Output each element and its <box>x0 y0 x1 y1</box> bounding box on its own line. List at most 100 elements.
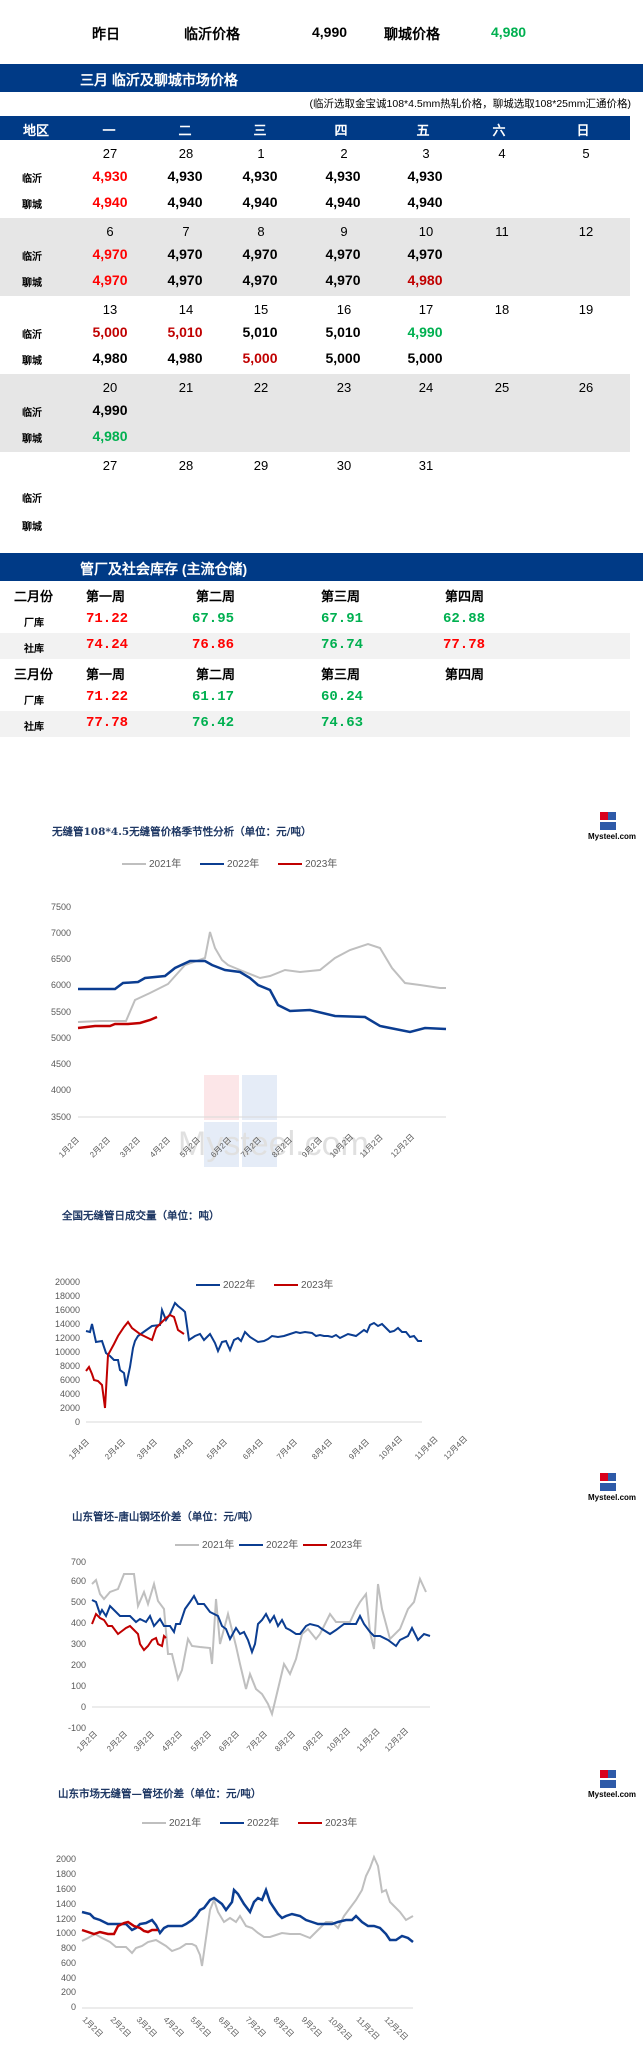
row-label-liaocheng: 聊城 <box>22 434 42 445</box>
price-cell: 4,970 <box>325 272 361 288</box>
svg-text:Mysteel.com: Mysteel.com <box>178 1125 369 1163</box>
svg-text:300: 300 <box>71 1639 86 1649</box>
mysteel-logo: Mysteel.com <box>588 812 636 841</box>
svg-text:11月4日: 11月4日 <box>413 1435 440 1460</box>
inventory-title-banner: 管厂及社会库存 (主流仓储) <box>0 553 643 581</box>
day: 16 <box>336 302 352 317</box>
calendar-week-3: 13 14 15 16 17 18 19 临沂 聊城 5,000 5,010 5… <box>0 296 630 374</box>
month-label: 三月份 <box>14 668 54 683</box>
header-fri: 五 <box>416 123 430 138</box>
inventory-value: 74.24 <box>86 637 129 653</box>
calendar-week-1: 27 28 1 2 3 4 5 临沂 聊城 4,930 4,930 4,930 … <box>0 140 630 218</box>
svg-text:8月2日: 8月2日 <box>273 1729 297 1753</box>
svg-text:100: 100 <box>71 1681 86 1691</box>
day: 4 <box>498 146 506 161</box>
inventory-feb-social: 社库 74.24 76.86 76.74 77.78 <box>0 633 630 659</box>
day: 25 <box>494 380 510 395</box>
social-label: 社库 <box>24 722 44 733</box>
price-cell: 4,930 <box>407 168 443 184</box>
calendar-title: 三月 临沂及聊城市场价格 <box>80 72 238 88</box>
svg-text:2月2日: 2月2日 <box>105 1729 129 1753</box>
svg-text:12月2日: 12月2日 <box>383 2015 410 2042</box>
svg-text:0: 0 <box>75 1417 80 1427</box>
svg-text:2000: 2000 <box>60 1403 80 1413</box>
svg-text:5000: 5000 <box>51 1033 71 1043</box>
svg-text:700: 700 <box>71 1557 86 1567</box>
week-label: 第二周 <box>196 590 236 605</box>
chart1-plot: Mysteel.com 7500 7000 6500 6000 5500 5000 45… <box>51 902 447 1167</box>
svg-text:6500: 6500 <box>51 954 71 964</box>
header-mon: 一 <box>102 123 116 138</box>
calendar-week-5: 27 28 29 30 31 临沂 聊城 <box>0 452 630 533</box>
day: 7 <box>182 224 190 239</box>
price-cell: 4,930 <box>325 168 361 184</box>
svg-text:12月4日: 12月4日 <box>442 1434 469 1460</box>
price-cell: 4,940 <box>407 194 443 210</box>
svg-text:3月2日: 3月2日 <box>118 1135 142 1159</box>
day: 6 <box>106 224 114 239</box>
day: 15 <box>253 302 269 317</box>
price-cell: 4,980 <box>92 428 128 444</box>
svg-text:0: 0 <box>71 2002 76 2012</box>
svg-text:14000: 14000 <box>55 1319 80 1329</box>
day: 5 <box>582 146 590 161</box>
month-label: 二月份 <box>14 590 54 605</box>
day: 24 <box>418 380 434 395</box>
day: 9 <box>340 224 348 239</box>
day: 27 <box>102 458 118 473</box>
svg-text:4月4日: 4月4日 <box>171 1437 195 1460</box>
calendar-title-banner: 三月 临沂及聊城市场价格 <box>0 64 643 92</box>
svg-text:10月4日: 10月4日 <box>377 1434 404 1460</box>
mysteel-logo: Mysteel.com <box>588 1770 636 1799</box>
week-label: 第一周 <box>86 668 126 683</box>
price-cell: 5,010 <box>167 324 203 340</box>
week-label: 第一周 <box>86 590 126 605</box>
header-wed: 三 <box>253 123 267 138</box>
price-cell: 4,990 <box>407 324 443 340</box>
price-cell: 4,940 <box>167 194 203 210</box>
row-label-linyi: 临沂 <box>22 408 42 419</box>
inventory-value: 74.63 <box>321 715 364 731</box>
svg-text:400: 400 <box>61 1973 76 1983</box>
liaocheng-price-label: 聊城价格 <box>384 26 440 42</box>
svg-text:1800: 1800 <box>56 1869 76 1879</box>
svg-text:9月2日: 9月2日 <box>301 1729 325 1753</box>
price-cell: 4,940 <box>92 194 128 210</box>
svg-text:5500: 5500 <box>51 1007 71 1017</box>
week-label: 第三周 <box>321 668 361 683</box>
svg-text:5月2日: 5月2日 <box>189 2015 213 2039</box>
price-cell: 4,970 <box>92 272 128 288</box>
calendar-week-4: 20 21 22 23 24 25 26 临沂 聊城 4,990 4,980 <box>0 374 630 452</box>
svg-text:1600: 1600 <box>56 1884 76 1894</box>
calendar-note: (临沂选取金宝诚108*4.5mm热轧价格，聊城选取108*25mm汇通价格) <box>309 98 631 110</box>
price-cell: 4,970 <box>167 272 203 288</box>
svg-text:1月4日: 1月4日 <box>67 1437 91 1460</box>
liaocheng-price-value: 4,980 <box>491 24 527 40</box>
day: 12 <box>578 224 594 239</box>
social-label: 社库 <box>24 644 44 655</box>
svg-text:6000: 6000 <box>60 1375 80 1385</box>
price-cell: 4,980 <box>167 350 203 366</box>
svg-text:10月2日: 10月2日 <box>325 1726 352 1753</box>
svg-text:1月2日: 1月2日 <box>81 2015 105 2039</box>
svg-text:2000: 2000 <box>56 1854 76 1864</box>
svg-text:1200: 1200 <box>56 1914 76 1924</box>
day: 8 <box>257 224 265 239</box>
day: 13 <box>102 302 118 317</box>
day: 28 <box>178 458 194 473</box>
svg-text:3月2日: 3月2日 <box>132 1729 156 1753</box>
svg-text:400: 400 <box>71 1618 86 1628</box>
svg-text:3500: 3500 <box>51 1112 71 1122</box>
svg-text:4500: 4500 <box>51 1059 71 1069</box>
svg-text:9月4日: 9月4日 <box>347 1437 371 1460</box>
price-cell: 5,000 <box>242 350 278 366</box>
row-label-linyi: 临沂 <box>22 252 42 263</box>
price-cell: 4,980 <box>92 350 128 366</box>
svg-text:10月2日: 10月2日 <box>327 2015 354 2042</box>
svg-text:7月4日: 7月4日 <box>275 1437 299 1460</box>
inventory-feb-factory: 厂库 71.22 67.95 67.91 62.88 <box>0 607 630 633</box>
svg-text:6000: 6000 <box>51 980 71 990</box>
price-cell: 4,970 <box>407 246 443 262</box>
calendar-week-2: 6 7 8 9 10 11 12 临沂 聊城 4,970 4,970 4,970… <box>0 218 630 296</box>
price-cell: 5,000 <box>325 350 361 366</box>
